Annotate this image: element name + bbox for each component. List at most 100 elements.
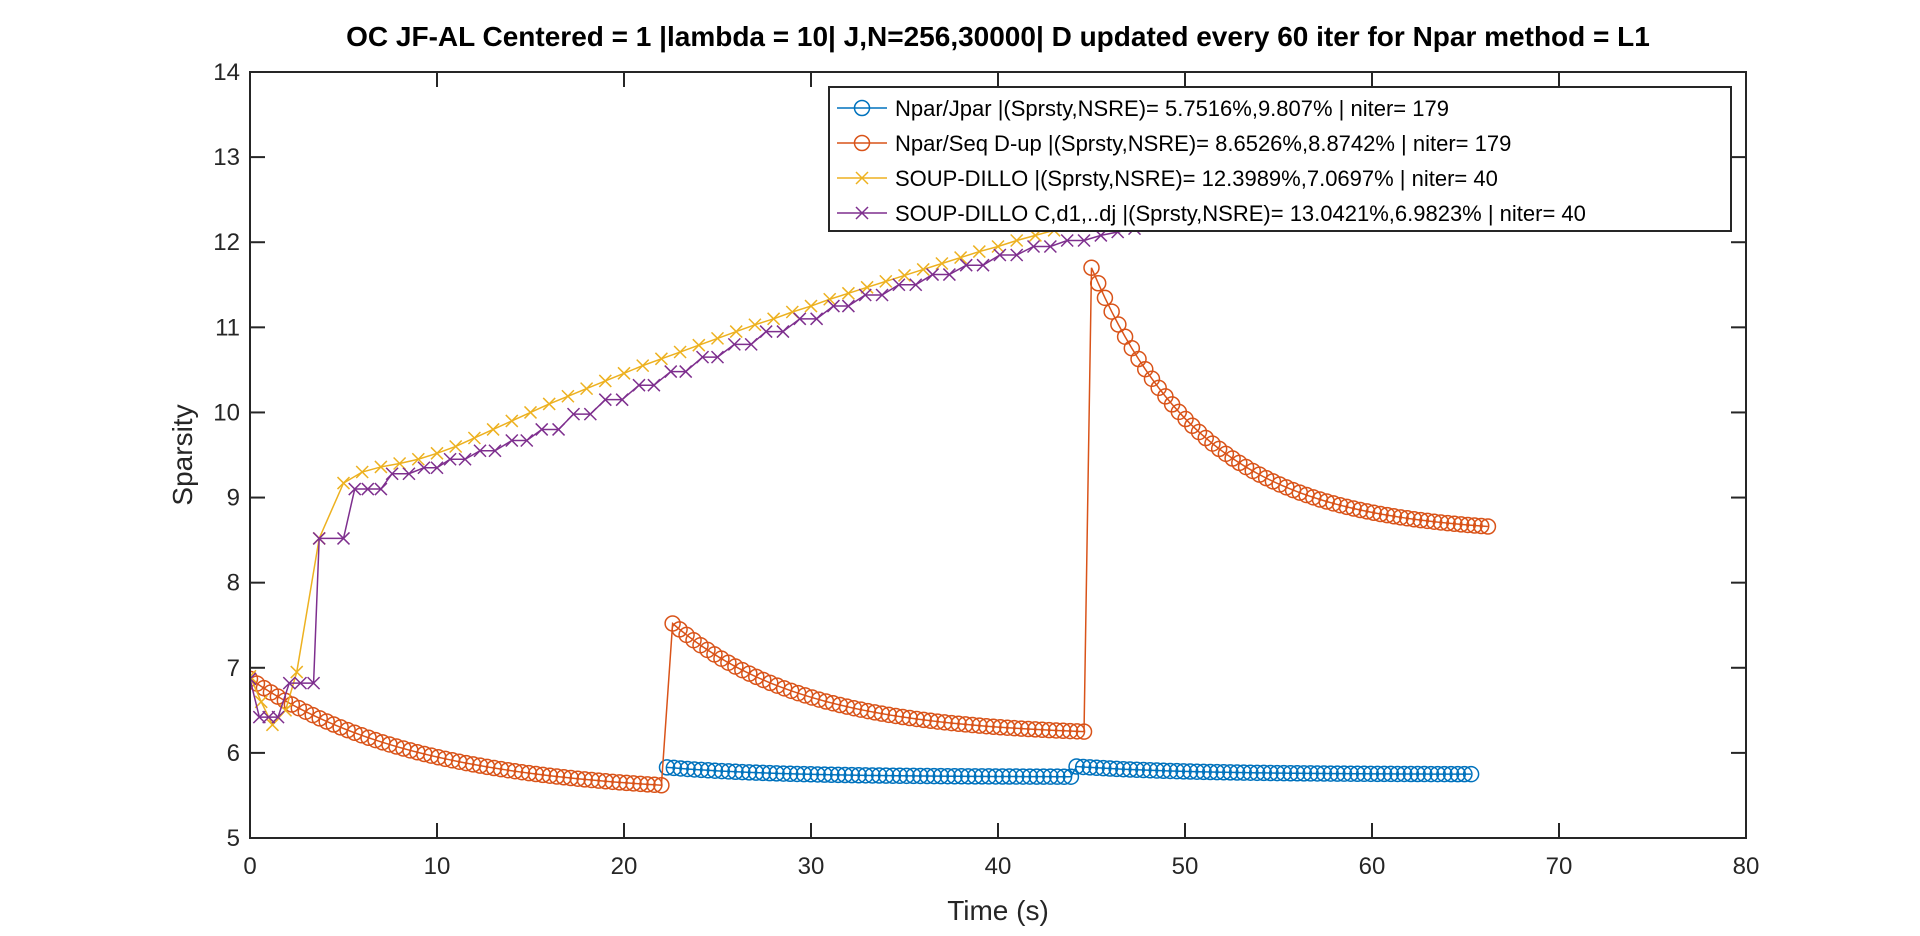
data-point <box>775 765 792 782</box>
data-point <box>1446 515 1463 533</box>
legend: Npar/Jpar |(Sprsty,NSRE)= 5.7516%,9.807%… <box>828 86 1732 232</box>
data-point <box>646 776 663 794</box>
data-point <box>534 766 552 784</box>
data-point <box>1148 762 1166 779</box>
data-point <box>1345 500 1362 517</box>
data-point <box>1295 765 1313 782</box>
data-point <box>673 345 687 359</box>
legend-label: Npar/Jpar |(Sprsty,NSRE)= 5.7516%,9.807%… <box>895 96 1449 121</box>
data-point <box>542 397 556 411</box>
data-point <box>875 288 889 302</box>
data-point <box>908 710 925 728</box>
data-point <box>1181 763 1199 780</box>
data-point <box>734 763 751 781</box>
data-point <box>759 325 773 339</box>
data-point <box>1358 503 1376 520</box>
data-point <box>332 719 349 736</box>
data-point <box>993 248 1007 262</box>
data-point <box>1075 723 1093 740</box>
data-point <box>850 766 867 784</box>
data-point <box>826 299 840 313</box>
data-point <box>1054 722 1072 740</box>
data-point <box>802 766 820 783</box>
data-point <box>710 350 725 364</box>
data-point <box>665 759 683 777</box>
data-point <box>647 378 661 392</box>
data-point <box>293 676 308 690</box>
data-point <box>686 761 703 778</box>
data-point <box>992 718 1009 736</box>
data-point <box>1439 514 1456 532</box>
data-point <box>1089 274 1107 292</box>
data-point <box>776 325 790 339</box>
data-point <box>1155 762 1172 780</box>
data-point <box>1128 761 1145 779</box>
data-point <box>1021 768 1039 785</box>
data-point <box>897 268 912 282</box>
data-point <box>1425 513 1443 530</box>
data-point <box>1472 517 1490 535</box>
data-point <box>1101 760 1119 777</box>
data-point <box>1375 765 1393 783</box>
x-tick-label: 70 <box>1546 853 1573 880</box>
x-tick-label: 50 <box>1172 853 1199 880</box>
data-point <box>339 721 356 739</box>
chart-title: OC JF-AL Centered = 1 |lambda = 10| J,N=… <box>346 21 1650 52</box>
data-point <box>1309 765 1326 782</box>
legend-item: SOUP-DILLO |(Sprsty,NSRE)= 12.3989%,7.06… <box>837 166 1498 191</box>
data-point <box>932 767 950 785</box>
series-line <box>250 267 1488 787</box>
data-point <box>1242 764 1259 781</box>
data-point <box>942 268 956 282</box>
data-point <box>1222 764 1239 781</box>
data-point <box>1355 765 1373 783</box>
data-point <box>598 393 612 407</box>
data-point <box>918 767 936 785</box>
data-point <box>978 717 995 735</box>
data-point <box>250 670 259 688</box>
y-tick-label: 5 <box>227 825 240 852</box>
data-point <box>754 764 772 782</box>
data-point <box>597 773 614 790</box>
data-point <box>473 444 487 458</box>
data-point <box>411 452 425 466</box>
data-point <box>710 331 725 345</box>
data-point <box>617 366 631 380</box>
data-point <box>1062 768 1080 785</box>
data-point <box>374 482 388 496</box>
data-point <box>1168 762 1186 780</box>
data-point <box>576 771 593 788</box>
data-point <box>804 299 818 313</box>
data-point <box>1449 765 1466 783</box>
data-point <box>795 765 813 783</box>
data-point <box>265 718 279 732</box>
y-tick-label: 13 <box>213 144 240 171</box>
data-point <box>729 325 743 339</box>
legend-marker <box>853 99 871 117</box>
y-tick-label: 6 <box>227 740 240 767</box>
data-point <box>555 769 573 786</box>
data-point <box>520 764 538 782</box>
data-point <box>636 359 650 373</box>
data-point <box>1248 764 1266 782</box>
data-point <box>632 775 649 793</box>
data-point <box>1013 720 1030 737</box>
data-point <box>971 717 988 734</box>
data-point <box>374 460 388 474</box>
data-point <box>252 710 266 724</box>
data-point <box>1035 768 1052 785</box>
legend-item: SOUP-DILLO C,d1,..dj |(Sprsty,NSRE)= 13.… <box>837 201 1586 226</box>
data-point <box>720 763 737 780</box>
data-point <box>1195 763 1212 781</box>
data-point <box>654 352 668 366</box>
data-point <box>905 767 922 785</box>
data-point <box>936 714 953 731</box>
data-point <box>939 767 956 785</box>
y-tick-label: 9 <box>227 485 240 512</box>
data-point <box>823 766 840 784</box>
data-point <box>964 716 981 734</box>
data-point <box>520 434 534 448</box>
data-point <box>1007 768 1025 785</box>
data-point <box>823 292 837 306</box>
